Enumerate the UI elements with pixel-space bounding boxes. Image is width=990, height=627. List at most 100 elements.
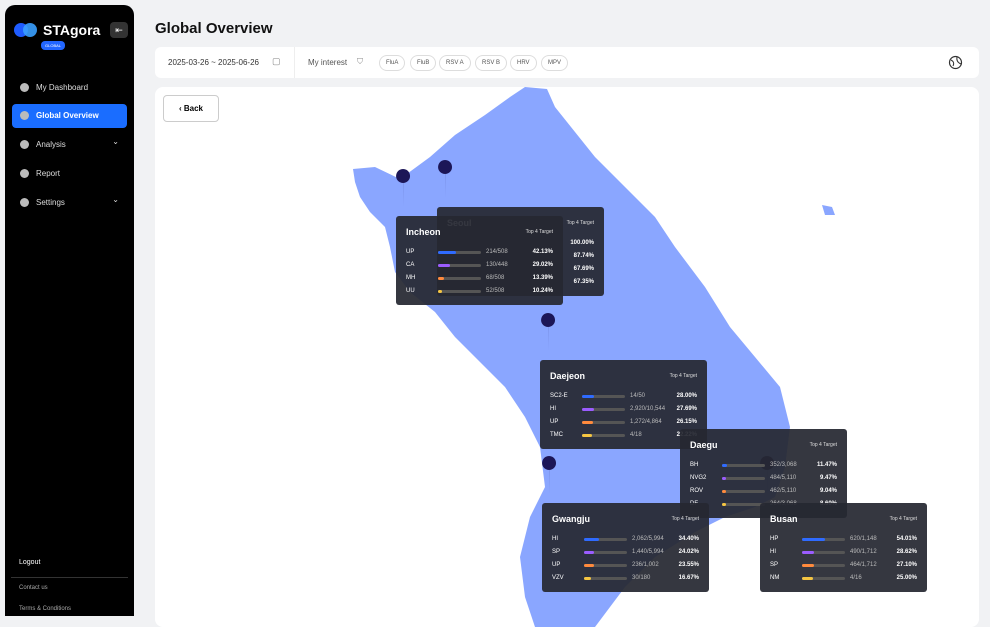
target-row: NM 4/16 25.00% [760,575,927,585]
globe-icon[interactable] [948,55,963,70]
brand: STAgora [43,22,101,38]
filter-chip[interactable]: HRV [510,55,537,71]
badge: GLOBAL [41,41,66,50]
sidebar: STAgora GLOBAL ⇤ My Dashboard Global Over… [5,5,134,616]
nav-item[interactable]: Analysis ⌄ [12,133,127,157]
nav-label: My Dashboard [36,83,89,92]
nav-icon [20,83,29,92]
filter-bar: 2025-03-26 ~ 2025-06-26 ▢ My interest ⛉ … [155,47,979,78]
target-label: MH [406,275,416,281]
nav-item[interactable]: Settings ⌄ [12,191,127,215]
progress-fill [722,477,727,480]
filter-icon[interactable]: ⛉ [357,57,363,66]
interest-label: My interest [308,58,348,67]
progress-track [584,564,627,567]
target-pct: 28.62% [896,549,917,555]
nav-item[interactable]: Global Overview [12,104,127,128]
target-label: HI [552,536,558,542]
target-row: HI 490/1,712 28.62% [760,549,927,559]
target-pct: 10.24% [532,288,553,294]
target-row: SP 1,440/5,994 24.02% [542,549,709,559]
target-row: ROV 462/5,110 9.04% [680,488,847,498]
region-card[interactable]: Busan Top 4 Target HP 620/1,148 54.01% HI 490/… [760,503,927,592]
progress-fill [438,264,451,267]
target-label: BH [690,462,699,468]
progress-fill [722,490,726,493]
region-card[interactable]: Gwangju Top 4 Target HI 2,062/5,994 34.40% SP… [542,503,709,592]
target-row: SP 464/1,712 27.10% [760,562,927,572]
target-label: CA [406,262,415,268]
target-row: UP 236/1,002 23.55% [542,562,709,572]
filter-chip[interactable]: FluB [410,55,437,71]
target-label: HI [550,406,556,412]
target-pct: 100.00% [570,240,594,246]
date-range[interactable]: 2025-03-26 ~ 2025-06-26 [168,58,259,67]
progress-fill [584,538,599,541]
progress-fill [584,551,595,554]
nav-icon [20,111,29,120]
target-pct: 42.13% [532,249,553,255]
target-pct: 54.01% [896,536,917,542]
back-button[interactable]: ‹ Back [163,95,219,122]
card-title: Daejeon [550,371,586,381]
progress-fill [582,408,594,411]
progress-fill [438,290,443,293]
logout[interactable]: Logout [19,559,41,566]
island [822,205,835,215]
progress-track [722,503,765,506]
target-count: 14/50 [630,393,646,399]
card-subtitle: Top 4 Target [671,516,699,522]
card-subtitle: Top 4 Target [809,442,837,448]
target-row: 100.00% [437,240,604,250]
contact-link[interactable]: Contact us [19,585,48,591]
calendar-icon[interactable]: ▢ [272,56,281,66]
target-count: 68/508 [486,275,505,281]
progress-track [722,490,765,493]
nav-label: Report [36,169,61,178]
target-row: UP 214/508 42.13% [396,249,563,259]
logo [14,23,37,37]
target-pct: 27.10% [896,562,917,568]
target-row: SC2-E 14/50 28.00% [540,393,707,403]
region-card[interactable]: Incheon Top 4 Target UP 214/508 42.13% CA 130/… [396,216,563,305]
filter-chip[interactable]: RSV A [439,55,471,71]
progress-track [438,251,481,254]
target-count: 1,272/4,864 [630,419,662,425]
target-label: TMC [550,432,563,438]
target-count: 620/1,148 [850,536,877,542]
target-pct: 87.74% [573,253,594,259]
progress-track [584,551,627,554]
nav-item[interactable]: Report [12,162,127,186]
card-subtitle: Top 4 Target [566,220,594,226]
target-label: NM [770,575,780,581]
filter-chip[interactable]: MPV [541,55,569,71]
target-count: 352/3,068 [770,462,797,468]
target-pct: 67.69% [573,266,594,272]
progress-fill [438,277,444,280]
terms-link[interactable]: Terms & Conditions [19,606,72,612]
target-label: ROV [690,488,704,494]
nav-label: Analysis [36,140,66,149]
progress-track [722,464,765,467]
progress-fill [584,577,592,580]
card-subtitle: Top 4 Target [525,229,553,235]
target-row: 67.35% [437,279,604,289]
filter-chip[interactable]: FluA [379,55,406,71]
target-pct: 26.15% [676,419,697,425]
target-pct: 27.69% [676,406,697,412]
target-row: HI 2,920/10,544 27.69% [540,406,707,416]
nav-icon [20,140,29,149]
progress-track [802,564,845,567]
progress-track [802,577,845,580]
target-pct: 23.55% [678,562,699,568]
filter-chip[interactable]: RSV B [475,55,508,71]
target-count: 130/448 [486,262,508,268]
collapse-button[interactable]: ⇤ [110,22,128,38]
progress-track [438,290,481,293]
progress-fill [722,464,727,467]
target-pct: 28.00% [676,393,697,399]
page-title: Global Overview [155,20,273,37]
target-label: VZV [552,575,564,581]
nav-item[interactable]: My Dashboard [12,76,127,100]
